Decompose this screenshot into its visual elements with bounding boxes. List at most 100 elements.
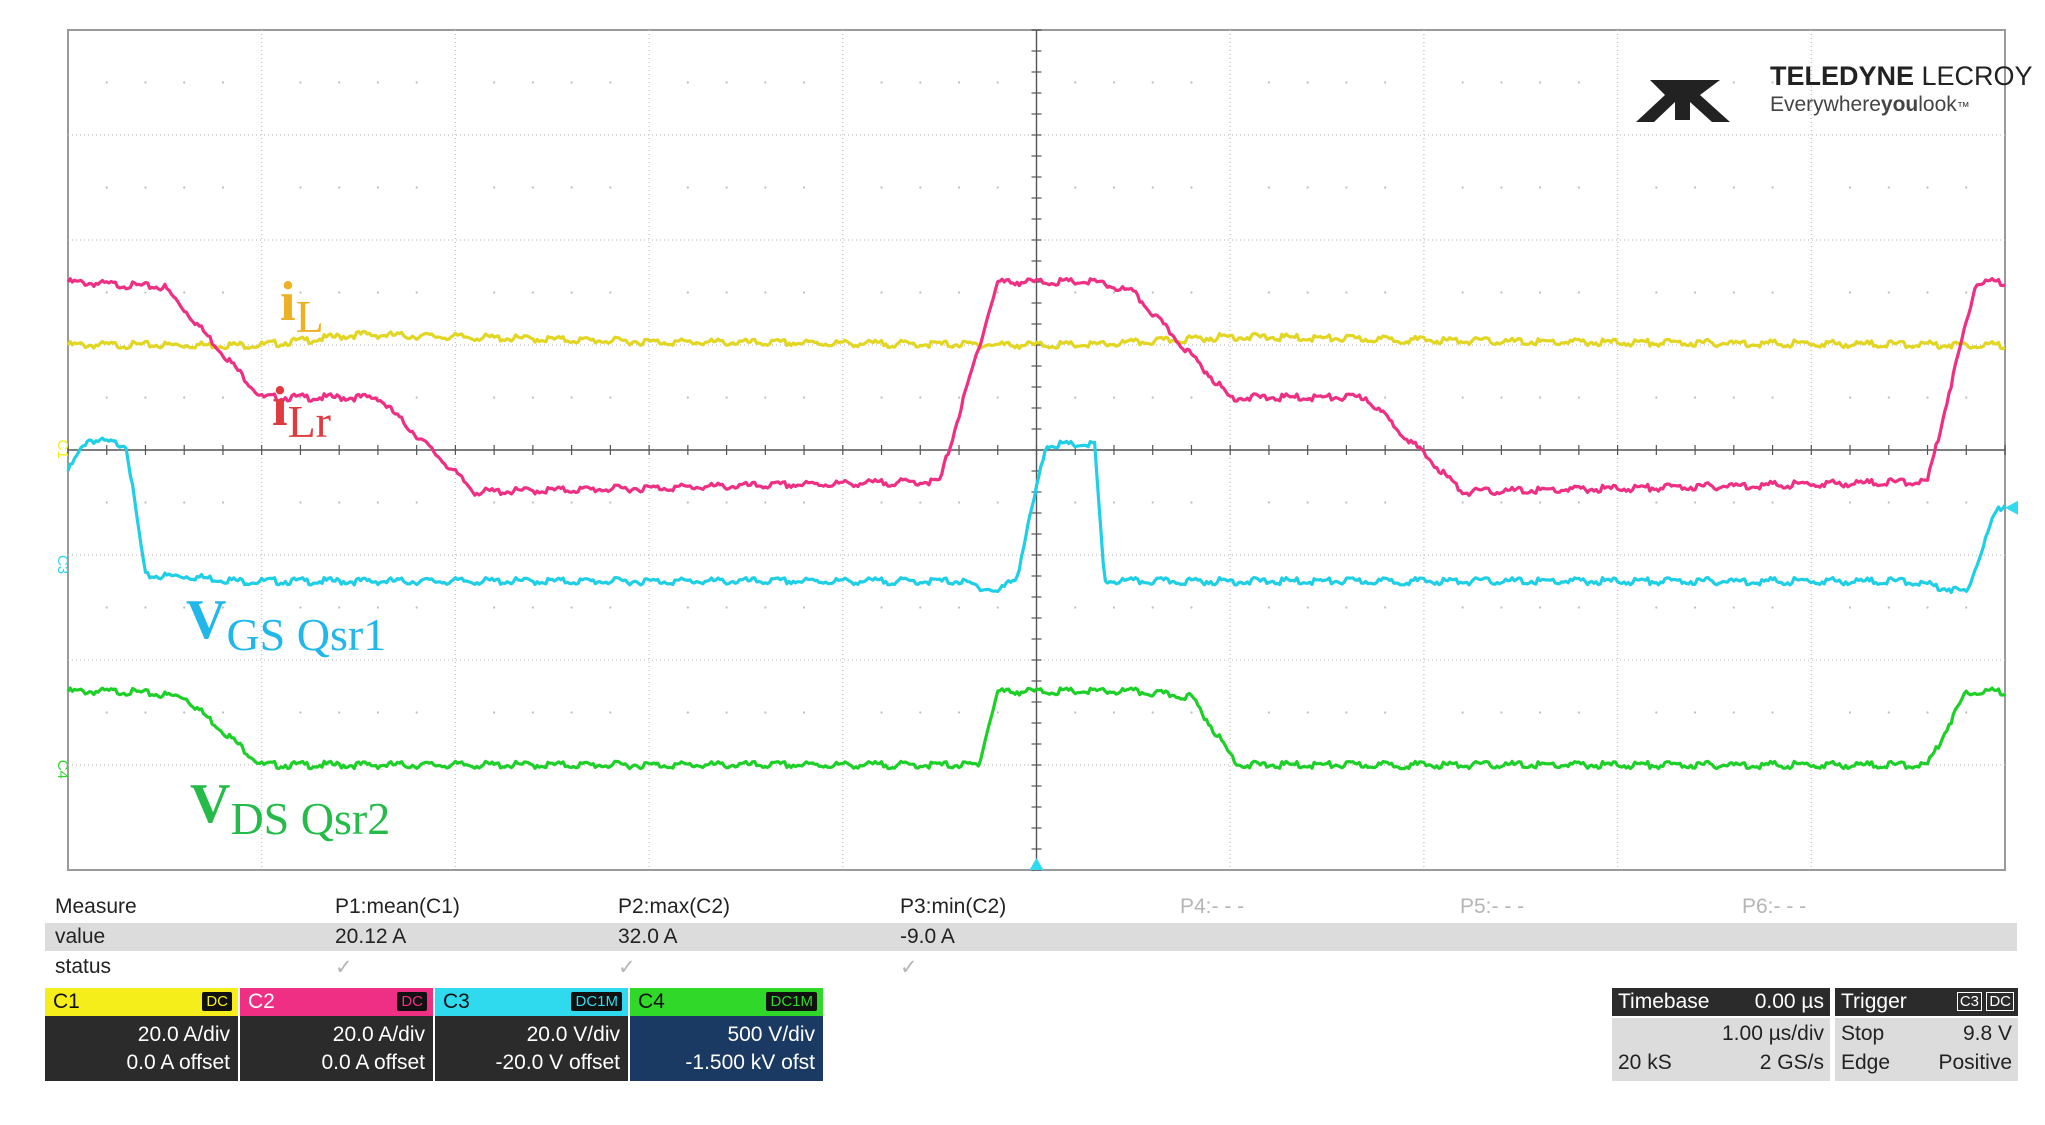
grid-minor-dot [1151,606,1154,609]
timebase-header[interactable]: Timebase 0.00 µs [1612,988,1830,1016]
channel-c4-box[interactable]: C4 DC1M 500 V/div -1.500 kV ofst [630,988,823,1081]
grid-minor-dot [957,606,961,609]
grid-minor-dot [493,501,496,504]
grid-minor-dot [996,501,999,504]
grid-minor-dot [1848,291,1852,294]
channel-c3-header: C3 DC1M [435,988,628,1016]
grid-minor-dot [957,81,961,84]
grid-minor-dot [1112,291,1116,294]
channel-c4-vdiv: 500 V/div [727,1023,815,1046]
timebase-rate: 2 GS/s [1759,1051,1824,1074]
grid-minor-dot [1848,81,1852,84]
grid-minor-dot [1655,291,1658,294]
trace-ilr [66,276,2006,497]
grid-minor-dot [299,501,302,504]
grid-minor-dot [144,711,147,714]
grid-minor-dot [1771,711,1774,714]
trace-label-sub: L [296,291,324,342]
grid-minor-dot [1112,186,1116,189]
channel-c3-box[interactable]: C3 DC1M 20.0 V/div -20.0 V offset [435,988,628,1081]
grid-minor-dot [1577,606,1580,609]
trace-vds-qsr2 [66,686,2006,771]
logo-brand-light: LECROY [1914,61,2033,91]
grid-minor-dot [221,606,225,609]
grid-minor-dot [570,396,573,399]
grid-minor-dot [1151,291,1154,294]
measure-p5-name[interactable]: P5:- - - [1460,895,1525,918]
grid-minor-dot [1306,186,1309,189]
grid-minor-dot [1306,291,1309,294]
grid-minor-dot [1926,501,1929,504]
measure-p2-name[interactable]: P2:max(C2) [618,895,731,918]
measure-p1-name[interactable]: P1:mean(C1) [335,895,460,918]
channel-c2-name: C2 [248,990,275,1013]
grid-minor-dot [1771,501,1774,504]
grid-minor-dot [338,291,341,294]
grid-minor-dot [609,711,612,714]
channel-marker-c4: C4 [54,760,71,779]
grid-minor-dot [415,396,418,399]
trigger-header[interactable]: Trigger C3 DC [1835,988,2018,1016]
measure-p6-name[interactable]: P6:- - - [1742,895,1807,918]
grid-minor-dot [1926,396,1929,399]
grid-minor-dot [802,186,806,189]
trace-label-ds-qsr2: VDS Qsr2 [190,773,390,844]
value-row-label: value [55,925,106,948]
channel-c1-box[interactable]: C1 DC 20.0 A/div 0.0 A offset [45,988,238,1081]
timebase-title: Timebase [1618,990,1710,1013]
measure-p1-status: ✓ [335,956,353,979]
grid-minor-dot [1461,501,1464,504]
trigger-level: 9.8 V [1962,1022,2012,1045]
svg-text:Everywhereyoulook™: Everywhereyoulook™ [1770,93,1970,116]
grid-minor-dot [919,711,922,714]
logo-tag-c: look [1918,93,1957,116]
grid-minor-dot [105,606,108,609]
grid-minor-dot [493,606,496,609]
grid-minor-dot [802,711,806,714]
grid-minor-dot [1771,186,1774,189]
grid-minor-dot [183,711,186,714]
grid-minor-dot [376,186,380,189]
grid-minor-dot [1926,606,1929,609]
trace-label-main: V [186,589,226,651]
grid-minor-dot [1655,501,1658,504]
grid-minor-dot [1500,606,1503,609]
grid-minor-dot [415,291,418,294]
grid-minor-dot [957,396,961,399]
grid-minor-dot [531,606,534,609]
grid-minor-dot [1151,186,1154,189]
grid-minor-dot [1151,711,1154,714]
grid-minor-dot [1112,606,1116,609]
grid-minor-dot [802,501,806,504]
grid-minor-dot [1693,711,1697,714]
grid-minor-dot [1965,186,1968,189]
grid-minor-dot [376,291,380,294]
grid-minor-dot [1384,606,1387,609]
grid-minor-dot [493,711,496,714]
measure-p3-name[interactable]: P3:min(C2) [900,895,1007,918]
grid-minor-dot [725,711,728,714]
grid-minor-dot [1848,501,1852,504]
grid-minor-dot [1693,291,1697,294]
logo-tag-b: you [1881,93,1918,116]
status-row-label: status [55,955,112,978]
grid-minor-dot [531,396,534,399]
measure-p4-name[interactable]: P4:- - - [1180,895,1245,918]
grid-minor-dot [1965,81,1968,84]
grid-minor-dot [570,186,573,189]
grid-minor-dot [880,81,883,84]
grid-minor-dot [1500,396,1503,399]
grid-minor-dot [1965,291,1968,294]
trigger-level-marker [2005,500,2018,515]
grid-minor-dot [1306,81,1309,84]
grid-minor-dot [919,81,922,84]
channel-c2-box[interactable]: C2 DC 20.0 A/div 0.0 A offset [240,988,433,1081]
grid-minor-dot [1577,711,1580,714]
measure-p1-value: 20.12 A [335,925,407,948]
grid-minor-dot [1577,291,1580,294]
grid-minor-dot [880,606,883,609]
grid-minor-dot [957,711,961,714]
grid-minor-dot [105,396,108,399]
grid-minor-dot [1151,501,1154,504]
